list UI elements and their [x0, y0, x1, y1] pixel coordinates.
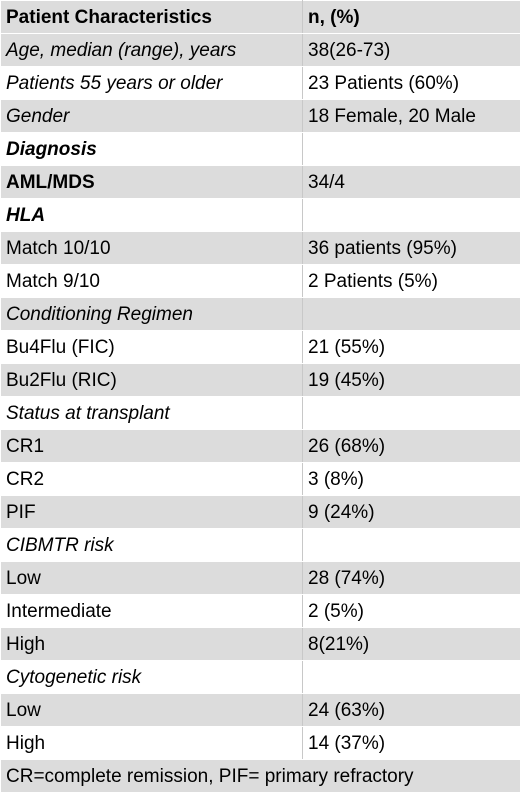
row-label: AML/MDS	[0, 165, 303, 199]
row-label: Intermediate	[0, 594, 303, 628]
header-value: n, (%)	[302, 0, 520, 34]
row-value: 34/4	[302, 165, 520, 199]
row-value	[302, 660, 520, 694]
table-row: Match 9/10 2 Patients (5%)	[0, 264, 520, 298]
table-row: Low 24 (63%)	[0, 693, 520, 727]
table-row: Conditioning Regimen	[0, 297, 520, 331]
row-value: 36 patients (95%)	[302, 231, 520, 265]
row-value: 21 (55%)	[302, 330, 520, 364]
row-label: Low	[0, 693, 303, 727]
row-value: 14 (37%)	[302, 726, 520, 760]
table-row: Bu4Flu (FIC) 21 (55%)	[0, 330, 520, 364]
table-row: PIF 9 (24%)	[0, 495, 520, 529]
table-row: Age, median (range), years 38(26-73)	[0, 33, 520, 67]
row-label: Age, median (range), years	[0, 33, 303, 67]
table-row: Match 10/10 36 patients (95%)	[0, 231, 520, 265]
row-label: Conditioning Regimen	[0, 297, 303, 331]
table-row: Cytogenetic risk	[0, 660, 520, 694]
row-value: 38(26-73)	[302, 33, 520, 67]
row-label: Bu4Flu (FIC)	[0, 330, 303, 364]
row-label: Diagnosis	[0, 132, 303, 166]
table-row: High 8(21%)	[0, 627, 520, 661]
table-row: Bu2Flu (RIC) 19 (45%)	[0, 363, 520, 397]
row-value: 19 (45%)	[302, 363, 520, 397]
table-row: Status at transplant	[0, 396, 520, 430]
row-label: Low	[0, 561, 303, 595]
row-value: 28 (74%)	[302, 561, 520, 595]
row-label: CIBMTR risk	[0, 528, 303, 562]
row-label: High	[0, 726, 303, 760]
row-value	[302, 528, 520, 562]
table-row: Low 28 (74%)	[0, 561, 520, 595]
row-label: CR1	[0, 429, 303, 463]
row-label: Cytogenetic risk	[0, 660, 303, 694]
row-label: Match 10/10	[0, 231, 303, 265]
footnote-row: CR=complete remission, PIF= primary refr…	[0, 759, 520, 793]
row-label: Gender	[0, 99, 303, 133]
row-value: 8(21%)	[302, 627, 520, 661]
table-row: CR1 26 (68%)	[0, 429, 520, 463]
row-label: Patients 55 years or older	[0, 66, 303, 100]
row-value: 2 (5%)	[302, 594, 520, 628]
table-row: High 14 (37%)	[0, 726, 520, 760]
row-value: 18 Female, 20 Male	[302, 99, 520, 133]
row-label: Status at transplant	[0, 396, 303, 430]
row-label: High	[0, 627, 303, 661]
row-value: 24 (63%)	[302, 693, 520, 727]
row-value: 2 Patients (5%)	[302, 264, 520, 298]
table-row: Intermediate 2 (5%)	[0, 594, 520, 628]
footnote: CR=complete remission, PIF= primary refr…	[0, 759, 520, 793]
row-value	[302, 132, 520, 166]
table-row: AML/MDS 34/4	[0, 165, 520, 199]
row-label: PIF	[0, 495, 303, 529]
row-value: 23 Patients (60%)	[302, 66, 520, 100]
header-characteristic: Patient Characteristics	[0, 0, 303, 34]
row-value	[302, 198, 520, 232]
row-label: HLA	[0, 198, 303, 232]
table-row: Patients 55 years or older 23 Patients (6…	[0, 66, 520, 100]
table-row: CIBMTR risk	[0, 528, 520, 562]
row-label: Match 9/10	[0, 264, 303, 298]
table-row: HLA	[0, 198, 520, 232]
row-label: Bu2Flu (RIC)	[0, 363, 303, 397]
table-row: CR2 3 (8%)	[0, 462, 520, 496]
row-value	[302, 297, 520, 331]
table-row: Diagnosis	[0, 132, 520, 166]
row-value	[302, 396, 520, 430]
row-value: 26 (68%)	[302, 429, 520, 463]
row-value: 3 (8%)	[302, 462, 520, 496]
table-row: Gender 18 Female, 20 Male	[0, 99, 520, 133]
row-label: CR2	[0, 462, 303, 496]
row-value: 9 (24%)	[302, 495, 520, 529]
table-header-row: Patient Characteristics n, (%)	[0, 0, 520, 34]
